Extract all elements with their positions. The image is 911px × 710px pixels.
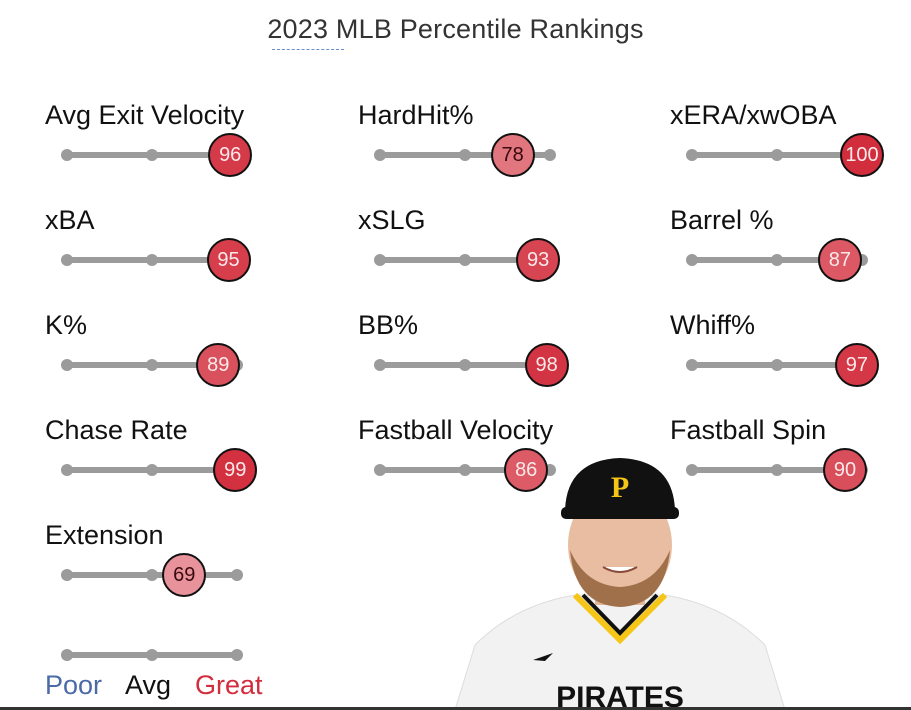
percentile-bubble: 86 <box>504 448 549 492</box>
percentile-track: 89 <box>61 343 243 387</box>
player-headshot: P PIRATES <box>455 458 785 710</box>
metric-xera-xwoba: xERA/xwOBA 100 <box>670 100 910 190</box>
track-dot <box>146 649 158 661</box>
percentile-bubble: 97 <box>834 343 879 387</box>
track-dot <box>231 649 243 661</box>
percentile-track: 90 <box>686 448 868 492</box>
track-dot <box>374 359 386 371</box>
track-dot <box>459 254 471 266</box>
legend-track <box>61 649 243 661</box>
metric-label: Barrel % <box>670 205 774 235</box>
track-dot <box>231 569 243 581</box>
track-dot <box>374 254 386 266</box>
track-dot <box>146 569 158 581</box>
track-dot <box>61 254 73 266</box>
metric-label: xERA/xwOBA <box>670 100 837 130</box>
metric-whiff-: Whiff% 97 <box>670 310 910 400</box>
metric-label: Fastball Spin <box>670 415 827 445</box>
metric-barrel-: Barrel % 87 <box>670 205 910 295</box>
metric-label: xBA <box>45 205 95 235</box>
metric-label: Extension <box>45 520 164 550</box>
legend-great: Great <box>195 670 263 700</box>
metric-extension: Extension 69 <box>45 520 285 610</box>
percentile-bubble: 99 <box>213 448 258 492</box>
track-dot <box>686 359 698 371</box>
track-dot <box>544 149 556 161</box>
metric-chase-rate: Chase Rate 99 <box>45 415 285 505</box>
track-dot <box>459 149 471 161</box>
track-dot <box>459 359 471 371</box>
metric-label: Whiff% <box>670 310 756 340</box>
percentile-bubble: 89 <box>196 343 241 387</box>
percentile-track: 99 <box>61 448 258 492</box>
svg-text:P: P <box>611 471 629 504</box>
track-dot <box>771 464 783 476</box>
percentile-bubble: 95 <box>206 238 251 282</box>
track-dot <box>146 149 158 161</box>
percentile-bubble: 78 <box>490 133 535 177</box>
chart-title: 2023 MLB Percentile Rankings <box>267 14 644 44</box>
percentile-track: 69 <box>61 553 243 597</box>
track-dot <box>374 464 386 476</box>
legend-poor: Poor <box>45 670 103 700</box>
track-dot <box>374 149 386 161</box>
percentile-bubble: 93 <box>516 238 561 282</box>
metric-k-: K% 89 <box>45 310 285 400</box>
percentile-track: 100 <box>686 133 884 177</box>
track-dot <box>459 464 471 476</box>
track-dot <box>61 569 73 581</box>
metric-hardhit-: HardHit% 78 <box>358 100 598 190</box>
percentile-track: 96 <box>61 133 253 177</box>
percentile-bubble: 98 <box>524 343 569 387</box>
percentile-track: 86 <box>374 448 556 492</box>
jersey-text: PIRATES <box>556 681 684 710</box>
track-dot <box>146 359 158 371</box>
metric-label: Chase Rate <box>45 415 188 445</box>
percentile-track: 87 <box>686 238 868 282</box>
percentile-bubble: 69 <box>162 553 207 597</box>
track-dot <box>686 464 698 476</box>
metric-avg-exit-velocity: Avg Exit Velocity 96 <box>45 100 285 190</box>
legend: Poor Avg Great <box>45 640 285 710</box>
percentile-bubble: 90 <box>823 448 867 492</box>
percentile-track: 78 <box>374 133 556 177</box>
percentile-bubble: 100 <box>840 133 884 177</box>
track-dot <box>61 649 73 661</box>
metric-label: xSLG <box>358 205 426 235</box>
metric-label: Avg Exit Velocity <box>45 100 245 130</box>
track-dot <box>61 464 73 476</box>
percentile-track: 93 <box>374 238 561 282</box>
track-dot <box>771 359 783 371</box>
title-underline <box>272 49 344 50</box>
bottom-border <box>0 707 911 710</box>
track-dot <box>771 149 783 161</box>
metric-bb-: BB% 98 <box>358 310 598 400</box>
track-dot <box>61 149 73 161</box>
metric-label: HardHit% <box>358 100 474 130</box>
track-dot <box>146 464 158 476</box>
legend-avg: Avg <box>125 670 172 700</box>
track-dot <box>146 254 158 266</box>
track-dot <box>686 254 698 266</box>
percentile-bubble: 87 <box>817 238 862 282</box>
percentile-track: 97 <box>686 343 879 387</box>
metric-xslg: xSLG 93 <box>358 205 598 295</box>
percentile-bubble: 96 <box>208 133 253 177</box>
metric-label: Fastball Velocity <box>358 415 554 445</box>
metric-fastball-spin: Fastball Spin 90 <box>670 415 910 505</box>
track-dot <box>771 254 783 266</box>
percentile-track: 98 <box>374 343 569 387</box>
metric-fastball-velocity: Fastball Velocity 86 <box>358 415 598 505</box>
track-dot <box>686 149 698 161</box>
metric-xba: xBA 95 <box>45 205 285 295</box>
percentile-track: 95 <box>61 238 251 282</box>
metric-label: BB% <box>358 310 419 340</box>
metric-label: K% <box>45 310 88 340</box>
track-dot <box>61 359 73 371</box>
